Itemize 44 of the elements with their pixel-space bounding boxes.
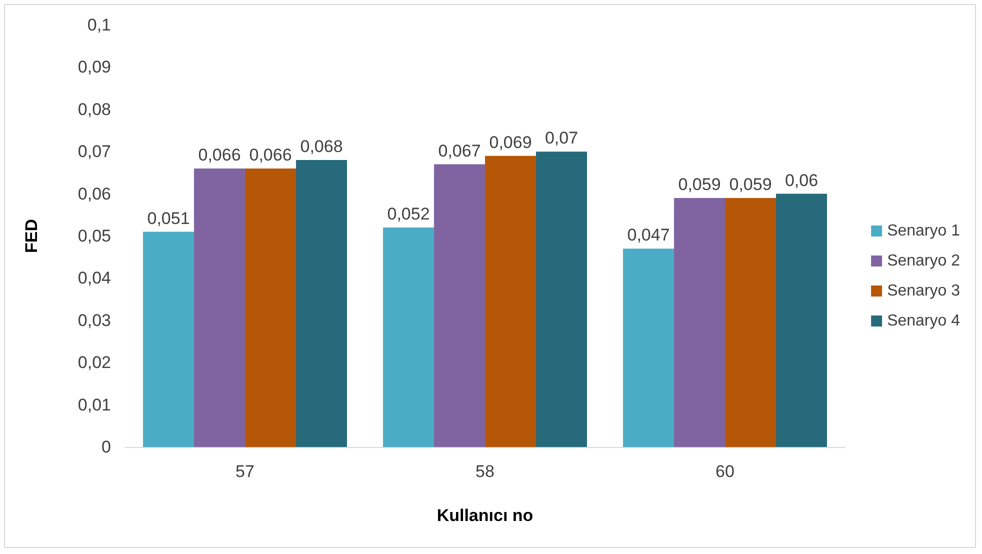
y-tick-label: 0 [102, 438, 111, 456]
bar [194, 168, 245, 447]
bar [434, 164, 485, 447]
y-tick-label: 0,09 [78, 58, 111, 77]
bar [623, 248, 674, 447]
bar [245, 168, 296, 447]
x-tick-label: 60 [716, 462, 734, 481]
y-axis-title: FED [22, 219, 41, 253]
data-label: 0,066 [249, 145, 292, 164]
data-label: 0,047 [627, 226, 670, 245]
x-tick-label: 57 [236, 462, 254, 481]
y-tick-label: 0,04 [78, 268, 111, 288]
data-label: 0,059 [678, 175, 721, 194]
y-tick-label: 0,05 [78, 226, 111, 246]
bar [383, 228, 434, 447]
x-tick-label: 58 [476, 462, 494, 481]
y-tick-label: 0,02 [78, 353, 111, 372]
bar [674, 198, 725, 447]
data-label: 0,059 [729, 175, 772, 194]
y-tick-label: 0,06 [78, 184, 111, 204]
x-axis-title: Kullanıcı no [436, 506, 534, 525]
data-label: 0,051 [147, 208, 190, 228]
y-tick-label: 0,08 [78, 100, 111, 119]
data-label: 0,07 [544, 128, 578, 148]
legend-label: Senaryo 1 [887, 222, 960, 240]
legend-label: Senaryo 4 [887, 312, 960, 330]
data-label: 0,068 [300, 137, 343, 156]
y-tick-label: 0,03 [78, 310, 111, 330]
bar [536, 152, 587, 447]
y-tick-label: 0,07 [78, 142, 111, 162]
data-label: 0,066 [198, 145, 241, 164]
bar [725, 198, 776, 447]
y-tick-label: 0,01 [78, 395, 111, 414]
bar [485, 156, 536, 447]
bar [296, 160, 347, 447]
data-label: 0,06 [784, 170, 818, 190]
legend-label: Senaryo 3 [887, 282, 960, 300]
data-label: 0,052 [387, 204, 430, 224]
bar [143, 232, 194, 447]
data-label: 0,067 [438, 141, 481, 160]
legend-label: Senaryo 2 [887, 252, 960, 270]
bar [776, 194, 827, 447]
data-label: 0,069 [489, 132, 532, 152]
y-tick-label: 0,1 [87, 16, 111, 34]
